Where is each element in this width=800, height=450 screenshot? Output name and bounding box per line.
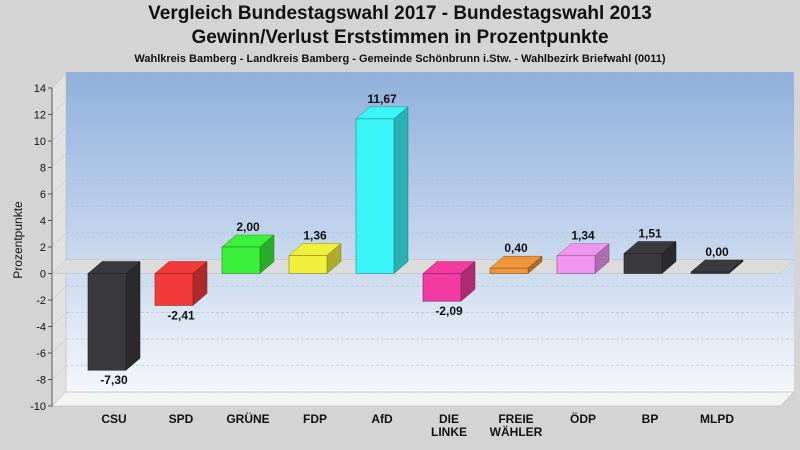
data-label: -2,09	[435, 304, 463, 318]
y-tick-label: 8	[40, 163, 46, 175]
x-tick-label: SPD	[169, 412, 194, 426]
y-tick-label: 12	[34, 110, 46, 122]
y-tick-label: 6	[40, 189, 46, 201]
bar	[221, 246, 261, 274]
y-tick-label: 0	[40, 269, 46, 281]
data-label: -2,41	[167, 308, 195, 322]
grid-wall-line	[51, 126, 67, 142]
grid-wall-line	[51, 232, 67, 248]
chart-title: Vergleich Bundestagswahl 2017 - Bundesta…	[148, 3, 652, 24]
data-label: 11,67	[367, 92, 397, 106]
y-tick-label: 2	[40, 242, 46, 254]
plot-background	[66, 72, 794, 392]
data-label: 1,51	[638, 226, 662, 240]
y-tick-label: -10	[30, 401, 46, 413]
grid-wall-line	[51, 179, 67, 195]
plot-floor	[51, 391, 795, 407]
y-tick-label: 10	[34, 136, 46, 148]
grid-wall-line	[51, 285, 67, 301]
data-label: 0,00	[705, 245, 729, 259]
grid-wall-line	[51, 206, 67, 221]
data-label: 0,40	[504, 241, 528, 255]
x-tick-label: LINKE	[431, 425, 467, 439]
bar	[355, 118, 395, 274]
grid-wall-line	[51, 338, 67, 354]
grid-wall-line	[51, 365, 67, 380]
bar	[154, 273, 194, 306]
data-label: -7,30	[100, 373, 128, 387]
y-tick-label: -6	[36, 348, 46, 360]
data-label: 1,36	[303, 228, 327, 242]
bar	[556, 255, 596, 274]
bar	[422, 273, 462, 302]
bar	[690, 271, 730, 274]
x-tick-label: MLPD	[700, 412, 734, 426]
x-tick-label: ÖDP	[570, 411, 596, 426]
y-tick-label: -8	[36, 375, 46, 387]
bar	[489, 267, 529, 274]
x-tick-label: CSU	[101, 412, 126, 426]
bar	[87, 273, 127, 371]
y-axis-label: Prozentpunkte	[11, 201, 25, 279]
data-label: 1,34	[571, 229, 595, 243]
x-tick-label: BP	[642, 412, 659, 426]
chart-caption: Wahlkreis Bamberg - Landkreis Bamberg - …	[134, 53, 666, 65]
x-tick-label: AfD	[371, 412, 393, 426]
grid-wall-line	[51, 312, 67, 327]
bar-side	[393, 106, 409, 275]
y-tick-label: -4	[36, 322, 46, 334]
bar	[623, 253, 663, 274]
chart-subtitle: Gewinn/Verlust Erststimmen in Prozentpun…	[191, 27, 609, 48]
grid-wall-line	[51, 100, 67, 115]
y-tick-label: -2	[36, 295, 46, 307]
x-tick-label: DIE	[439, 412, 459, 426]
data-label: 2,00	[236, 220, 260, 234]
bar	[288, 255, 328, 274]
x-tick-label: FDP	[303, 412, 327, 426]
x-tick-label: FREIE	[498, 412, 533, 426]
grid-wall-line	[51, 153, 67, 168]
grid-wall-line	[51, 391, 67, 407]
bar-side	[125, 260, 141, 371]
grid-wall-line	[51, 73, 67, 89]
x-tick-label: GRÜNE	[226, 411, 269, 426]
y-tick-label: 4	[40, 216, 46, 228]
x-tick-label: WÄHLER	[490, 424, 543, 439]
y-tick-label: 14	[34, 83, 46, 95]
